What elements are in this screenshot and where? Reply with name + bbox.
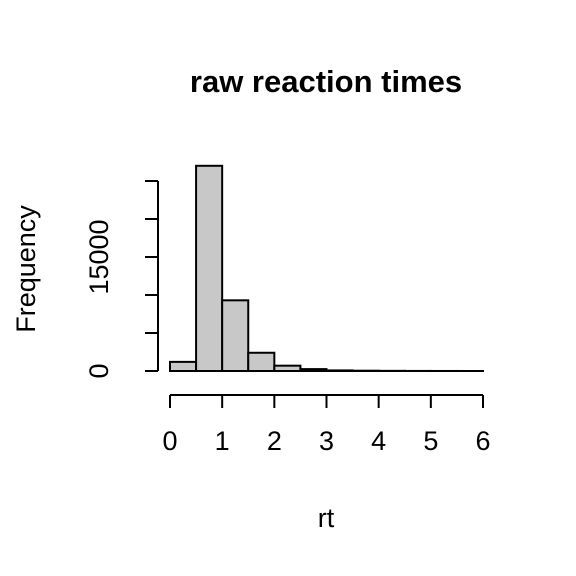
x-tick-label: 6: [475, 426, 490, 456]
y-axis-label: Frequency: [11, 205, 41, 333]
x-tick-label: 3: [319, 426, 334, 456]
histogram-bar: [273, 364, 302, 372]
x-axis-label: rt: [318, 503, 335, 533]
histogram-bar: [169, 360, 198, 373]
histogram-bar: [221, 299, 250, 373]
histogram-bar: [325, 369, 354, 372]
chart-title: raw reaction times: [190, 64, 462, 99]
y-axis: 0 15000: [84, 180, 159, 379]
x-tick-label: 0: [162, 426, 177, 456]
x-tick-label: 1: [215, 426, 230, 456]
histogram-bar: [195, 164, 224, 372]
x-tick-label: 5: [423, 426, 438, 456]
x-axis: 0 1 2 3 4 5 6: [162, 394, 491, 456]
x-tick-label: 4: [371, 426, 386, 456]
y-tick-label: 0: [84, 363, 114, 378]
bars-group: [169, 164, 484, 373]
histogram-bar: [247, 351, 276, 373]
histogram-bar: [299, 368, 328, 373]
x-tick-label: 2: [267, 426, 282, 456]
y-tick-label: 15000: [84, 219, 114, 294]
